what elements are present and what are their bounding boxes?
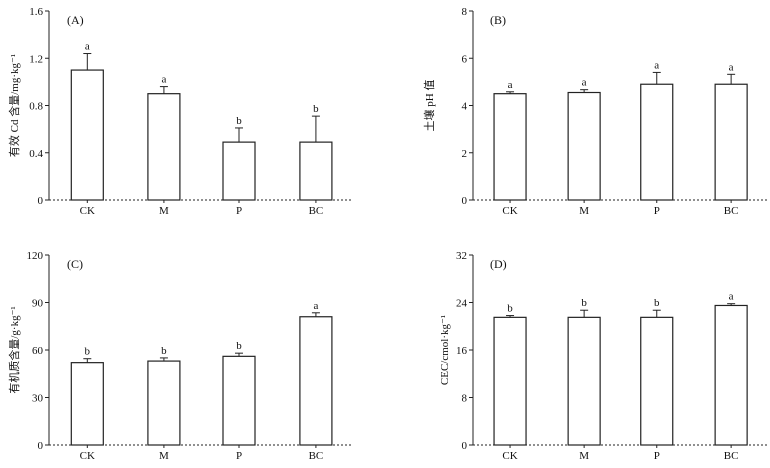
- x-tick-label: BC: [724, 450, 739, 462]
- bar-M: [147, 360, 181, 446]
- significance-label: b: [236, 340, 242, 352]
- bar-BC: [714, 83, 748, 201]
- y-axis-title: 土壤 pH 值: [422, 80, 436, 132]
- y-tick-label: 0: [462, 195, 468, 207]
- y-tick-label: 60: [32, 345, 44, 357]
- bar-M: [147, 93, 181, 201]
- bar-P: [640, 316, 674, 446]
- significance-label: a: [582, 77, 587, 89]
- x-tick-label: BC: [309, 205, 324, 217]
- bar-CK: [493, 93, 527, 201]
- x-tick-label: M: [579, 205, 589, 217]
- significance-label: b: [161, 345, 167, 357]
- y-tick-label: 0: [462, 440, 468, 452]
- chart-panel-3: 0 8 16 24 32 CEC/cmol·kg⁻¹ (D) b CK b Mb Pa BC: [439, 250, 767, 462]
- x-tick-label: P: [236, 450, 242, 462]
- significance-label: b: [654, 297, 660, 309]
- x-tick-label: CK: [80, 205, 95, 217]
- y-tick-label: 8: [462, 393, 468, 405]
- chart-panel-0: 0 0.4 0.8 1.2 1.6 有效 Cd 含量/mg·kg⁻¹ (A) a CK a Mb Pb…: [7, 6, 353, 217]
- y-tick-label: 0.4: [29, 148, 43, 160]
- panel-label: (B): [490, 13, 506, 27]
- x-tick-label: P: [236, 205, 242, 217]
- significance-label: a: [313, 300, 318, 312]
- y-tick-label: 8: [462, 6, 468, 18]
- panel-label: (C): [67, 257, 83, 271]
- x-tick-label: M: [159, 205, 169, 217]
- chart-panel-2: 0 30 60 90 120 有机质含量/g·kg⁻¹ (C) b CK b Mb Pa BC: [7, 250, 353, 462]
- y-tick-label: 0: [38, 195, 44, 207]
- significance-label: a: [508, 79, 513, 91]
- significance-label: a: [729, 291, 734, 303]
- panel-label: (D): [490, 257, 507, 271]
- significance-label: b: [85, 346, 91, 358]
- significance-label: a: [161, 74, 166, 86]
- bar-M: [567, 91, 601, 201]
- y-tick-label: 2: [462, 148, 468, 160]
- y-tick-label: 6: [462, 53, 468, 65]
- x-tick-label: M: [579, 450, 589, 462]
- bar-P: [640, 83, 674, 201]
- y-axis-title: 有效 Cd 含量/mg·kg⁻¹: [7, 54, 21, 157]
- chart-panel-1: 0 2 4 6 8 土壤 pH 值 (B) a CK a Ma Pa BC: [422, 6, 767, 217]
- y-tick-label: 1.2: [29, 53, 43, 65]
- bar-BC: [299, 141, 333, 201]
- bar-BC: [714, 304, 748, 446]
- bar-CK: [493, 316, 527, 446]
- significance-label: b: [313, 103, 319, 115]
- significance-label: a: [85, 41, 90, 53]
- x-tick-label: CK: [502, 205, 517, 217]
- x-tick-label: P: [654, 450, 660, 462]
- x-tick-label: CK: [80, 450, 95, 462]
- bar-M: [567, 316, 601, 446]
- x-tick-label: BC: [309, 450, 324, 462]
- x-tick-label: BC: [724, 205, 739, 217]
- y-axis-title: CEC/cmol·kg⁻¹: [439, 315, 451, 385]
- significance-label: b: [507, 303, 513, 315]
- panel-label: (A): [67, 13, 84, 27]
- bar-BC: [299, 316, 333, 446]
- y-tick-label: 90: [32, 298, 44, 310]
- significance-label: b: [236, 115, 242, 127]
- y-tick-label: 1.6: [29, 6, 43, 18]
- y-tick-label: 32: [456, 250, 467, 262]
- y-tick-label: 120: [27, 250, 44, 262]
- bar-P: [222, 141, 256, 201]
- y-tick-label: 0.8: [29, 101, 43, 113]
- x-tick-label: P: [654, 205, 660, 217]
- x-tick-label: CK: [502, 450, 517, 462]
- bar-CK: [70, 362, 104, 446]
- y-axis-title: 有机质含量/g·kg⁻¹: [7, 306, 21, 393]
- y-tick-label: 4: [462, 101, 468, 113]
- y-tick-label: 30: [32, 393, 44, 405]
- y-tick-label: 24: [456, 298, 468, 310]
- significance-label: b: [581, 297, 587, 309]
- bar-P: [222, 355, 256, 446]
- y-tick-label: 0: [38, 440, 44, 452]
- bar-CK: [70, 69, 104, 201]
- significance-label: a: [654, 59, 659, 71]
- y-tick-label: 16: [456, 345, 468, 357]
- significance-label: a: [729, 61, 734, 73]
- x-tick-label: M: [159, 450, 169, 462]
